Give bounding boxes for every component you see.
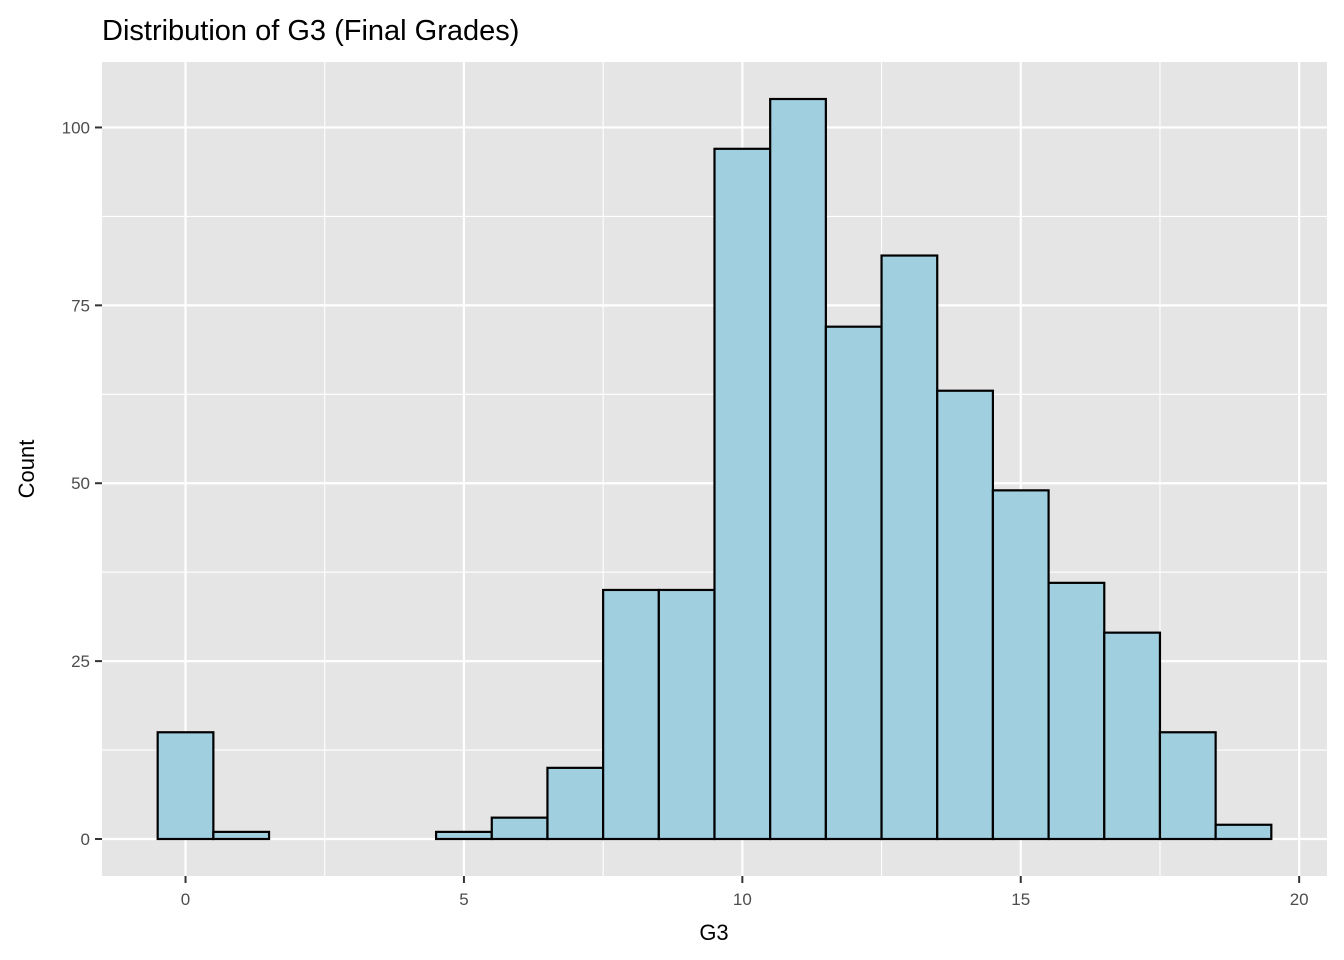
x-tick-label: 5 (459, 890, 468, 909)
x-tick-label: 20 (1290, 890, 1309, 909)
histogram-bar (1214, 823, 1273, 841)
chart-title: Distribution of G3 (Final Grades) (102, 15, 519, 47)
histogram-bar (434, 830, 493, 841)
histogram-bar (1158, 731, 1217, 841)
histogram-bar (490, 816, 549, 841)
x-tick-label: 15 (1011, 890, 1030, 909)
x-axis-title: G3 (699, 920, 728, 945)
histogram-bar (880, 254, 939, 841)
x-axis: 0 5 10 15 20 (181, 876, 1309, 909)
histogram-bar (212, 830, 271, 841)
histogram-bar (936, 389, 995, 841)
histogram-bar (824, 325, 883, 841)
histogram-bar (713, 147, 772, 841)
y-tick-label: 100 (62, 118, 90, 137)
x-tick-label: 0 (181, 890, 190, 909)
y-tick-label: 75 (71, 296, 90, 315)
histogram-bar (602, 588, 660, 841)
histogram-bar (991, 489, 1050, 841)
histogram-bar (1047, 581, 1106, 841)
histogram-bars (156, 97, 1273, 841)
y-tick-label: 0 (81, 830, 90, 849)
y-tick-label: 50 (71, 474, 90, 493)
histogram-bar (546, 766, 605, 841)
y-tick-label: 25 (71, 652, 90, 671)
histogram-bar (156, 731, 215, 841)
y-axis: 0 25 50 75 100 (62, 118, 102, 849)
x-tick-label: 10 (733, 890, 752, 909)
histogram-bar (1103, 631, 1162, 841)
histogram-bar (657, 588, 716, 841)
y-axis-title: Count (14, 440, 39, 499)
histogram-bar (769, 97, 827, 841)
